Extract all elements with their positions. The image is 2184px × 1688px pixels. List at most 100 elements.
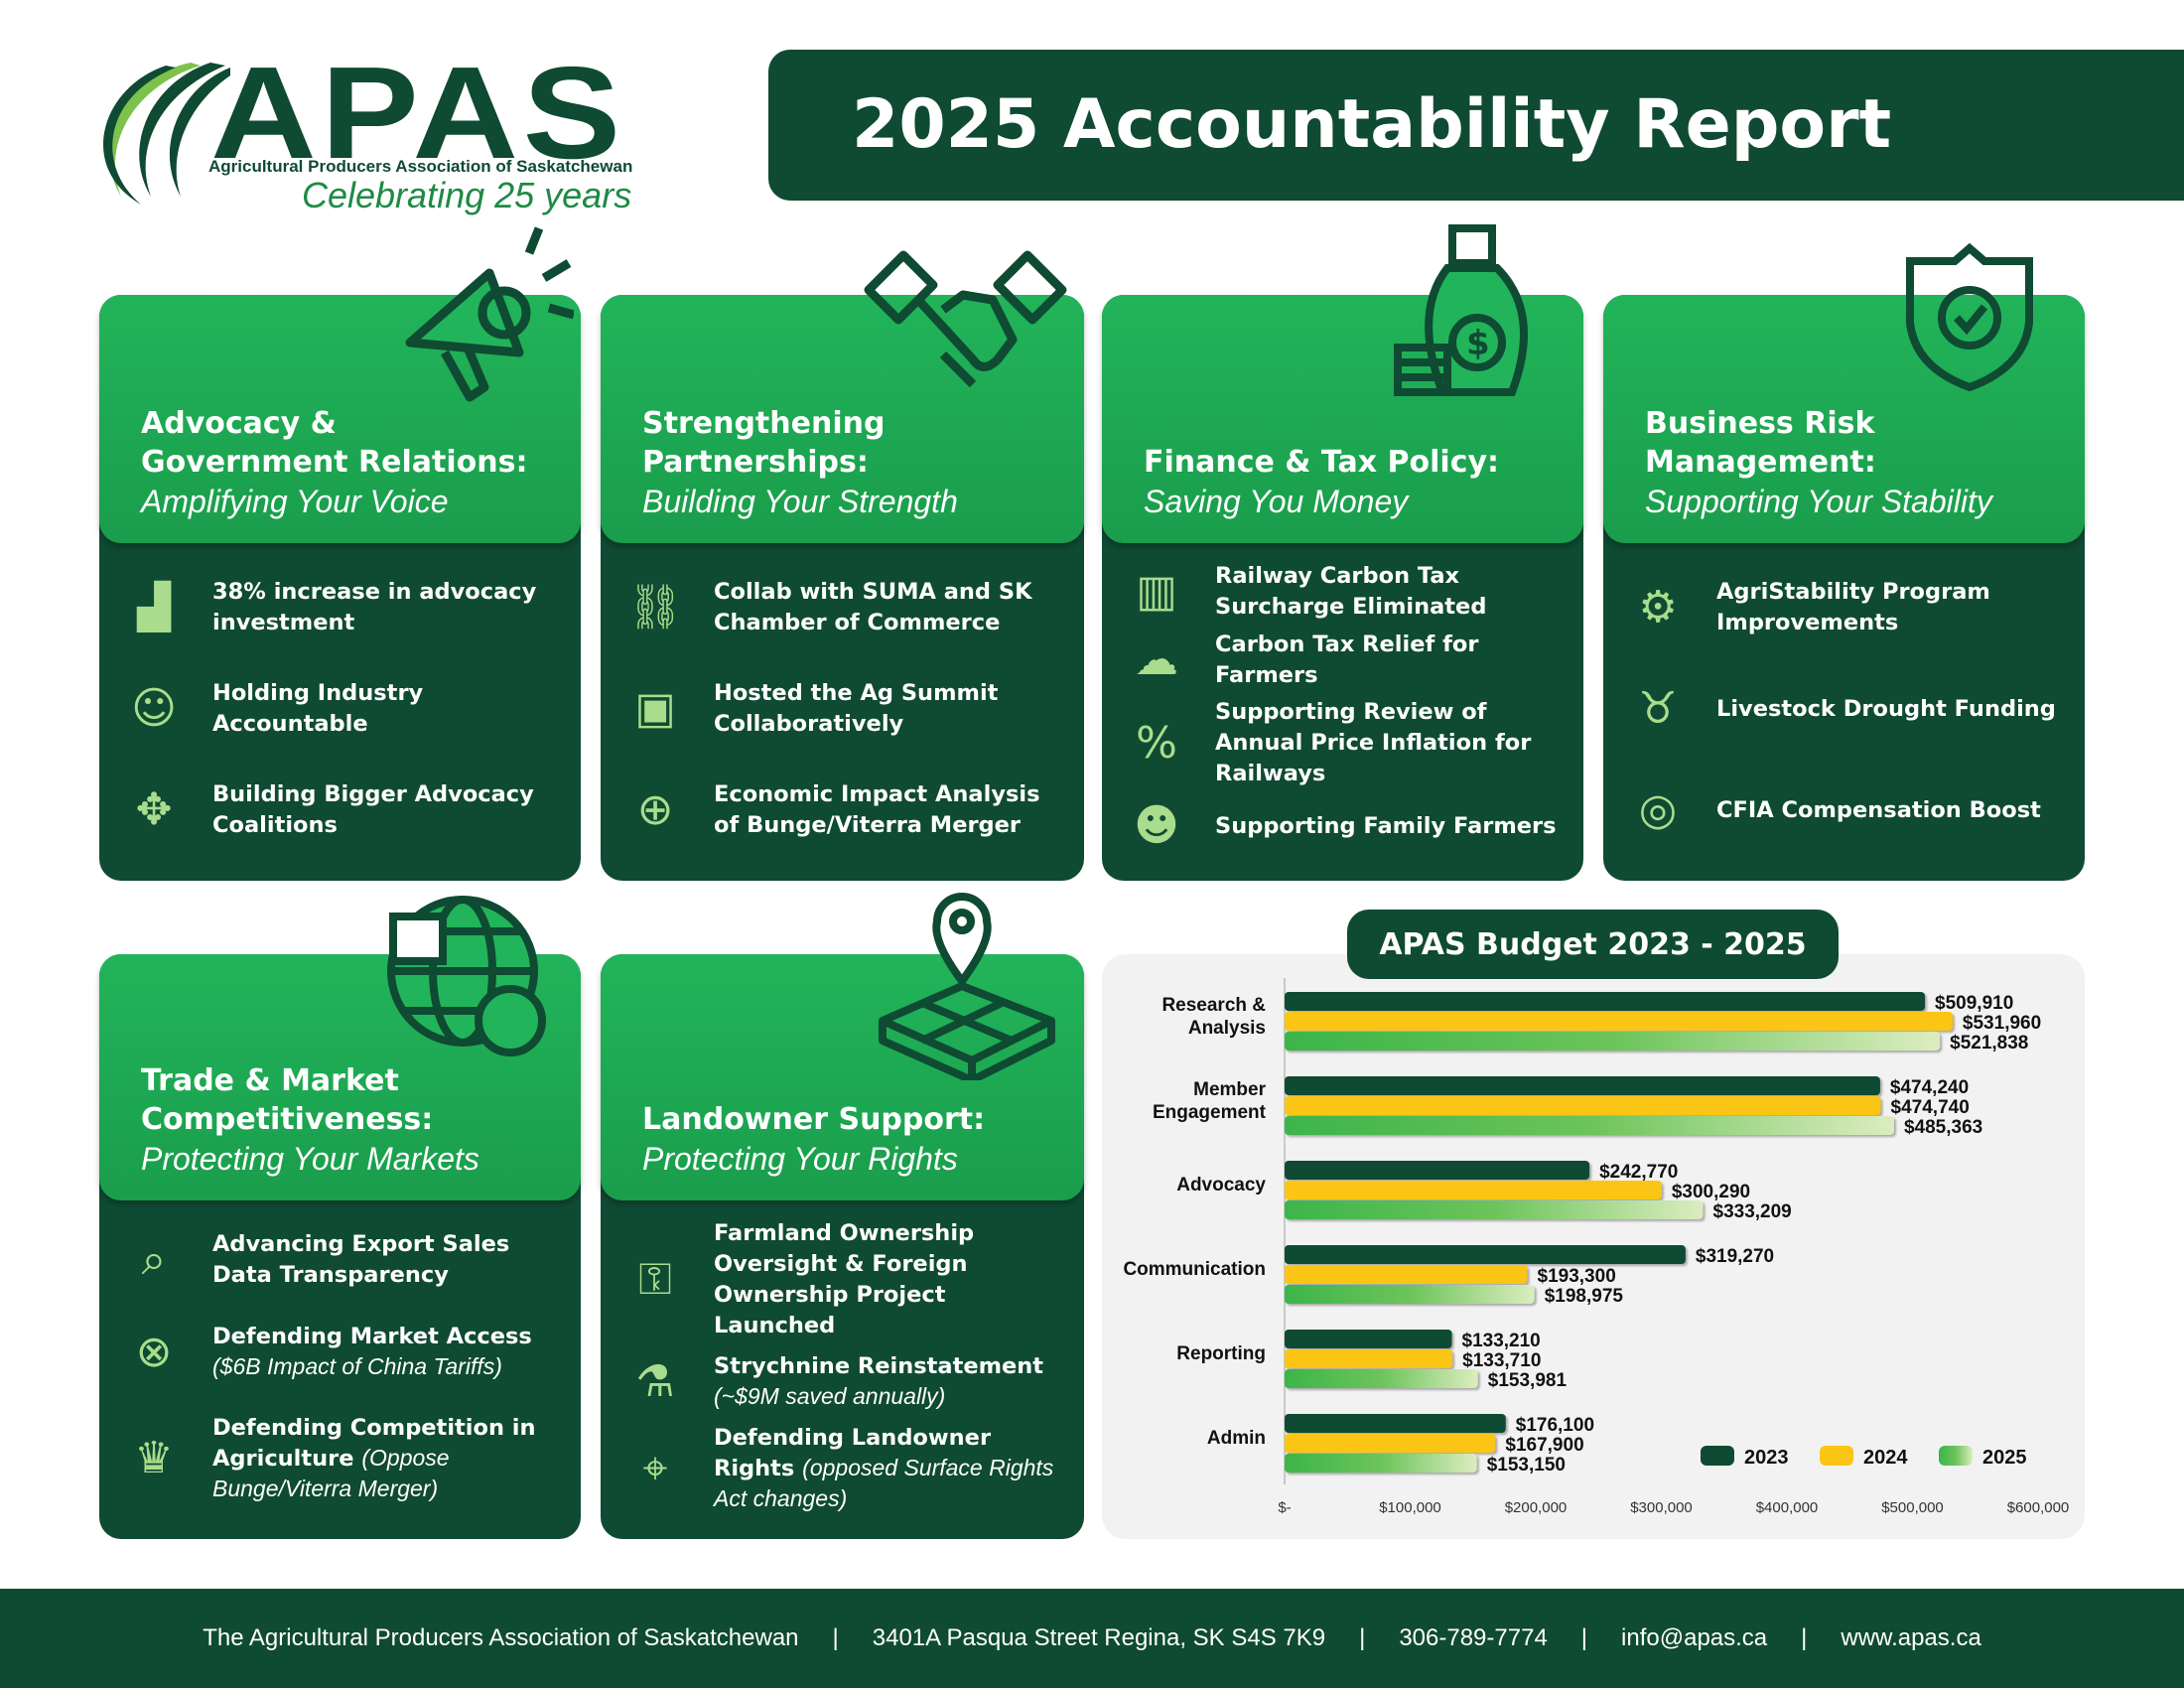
footer-separator: | [1580,1624,1588,1651]
item-label: Holding Industry Accountable [212,680,424,737]
list-item: ⊕ Economic Impact Analysis of Bunge/Vite… [618,778,1070,842]
budget-chart-panel [1102,954,2085,1539]
svg-text:$: $ [1466,324,1490,363]
item-label: Supporting Review of Annual Price Inflat… [1215,699,1532,787]
item-text: CFIA Compensation Boost [1716,795,2041,826]
money-bag-icon: $ [1394,224,1528,396]
card-subtitle: Protecting Your Rights [642,1141,958,1177]
card-subtitle: Saving You Money [1144,484,1409,519]
gear-arrows-icon: ⚙ [1638,582,1678,633]
key-hand-icon: ⚿ [638,1254,672,1306]
item-text: Economic Impact Analysis of Bunge/Viterr… [714,779,1070,841]
item-text: AgriStability Program Improvements [1716,577,2071,638]
chart-title: APAS Budget 2023 - 2025 [1347,910,1839,979]
footer-item[interactable]: info@apas.ca [1621,1624,1768,1651]
competition-trophy-icon: ♛ [134,1433,174,1484]
co2-cloud-icon: ☁ [1135,633,1178,685]
item-label: Livestock Drought Funding [1716,695,2056,722]
item-text: Supporting Review of Annual Price Inflat… [1215,697,1570,789]
cow-icon: ♉ [1638,683,1678,734]
item-label: Defending Competition in Agriculture [212,1414,536,1472]
item-text: Railway Carbon Tax Surcharge Eliminated [1215,561,1570,623]
footer: The Agricultural Producers Association o… [0,1589,2184,1688]
list-item: ⚿ Farmland Ownership Oversight & Foreign… [618,1218,1070,1341]
data-magnifier-icon: ⌕ [141,1234,167,1286]
link-icon: ⛓ [627,582,683,633]
card-landowner: Landowner Support: Protecting Your Right… [601,954,1084,1539]
card-subtitle: Protecting Your Markets [141,1141,479,1177]
item-note: (Oppose Bunge/Viterra Merger) [212,1444,450,1501]
list-item: % Supporting Review of Annual Price Infl… [1120,697,1570,789]
item-label: Hosted the Ag Summit Collaboratively [714,680,999,737]
list-item: ☺ Holding Industry Accountable [117,677,567,741]
card-items: ▟ 38% increase in advocacy investment ☺ H… [99,543,581,881]
item-label: Advancing Export Sales Data Transparency [212,1231,510,1289]
item-text: Livestock Drought Funding [1716,694,2056,725]
card-trade: Trade & Market Competitiveness: Protecti… [99,954,581,1539]
list-item: ♉ Livestock Drought Funding [1621,677,2071,741]
card-business-risk: Business Risk Management: Supporting You… [1603,295,2085,881]
item-text: Strychnine Reinstatement (~$9M saved ann… [714,1351,1070,1413]
logo-wordmark: APAS [210,40,625,186]
card-partnerships: Strengthening Partnerships: Building You… [601,295,1084,881]
list-item: ⚗ Strychnine Reinstatement (~$9M saved a… [618,1350,1070,1414]
card-items: ⚙ AgriStability Program Improvements ♉ Li… [1603,543,2085,881]
growth-chart-icon: ▟ [137,582,171,633]
card-header: Business Risk Management: Supporting You… [1603,295,2085,543]
item-label: Defending Landowner Rights [714,1424,992,1481]
list-item: ✥ Building Bigger Advocacy Coalitions [117,778,567,842]
item-note: (~$9M saved annually) [714,1382,946,1409]
card-header: Advocacy & Government Relations: Amplify… [99,295,581,543]
item-text: Farmland Ownership Oversight & Foreign O… [714,1218,1070,1341]
family-icon: ☻ [1134,800,1179,852]
card-title: Trade & Market Competitiveness: [141,1063,434,1137]
coalition-hands-icon: ✥ [135,784,173,835]
item-label: Supporting Family Farmers [1215,812,1557,839]
card-advocacy: Advocacy & Government Relations: Amplify… [99,295,581,881]
item-text: 38% increase in advocacy investment [212,577,567,638]
card-title: Finance & Tax Policy: [1144,445,1500,480]
item-label: Collab with SUMA and SK Chamber of Comme… [714,579,1032,635]
item-label: 38% increase in advocacy investment [212,579,537,635]
list-item: ☻ Supporting Family Farmers [1120,794,1570,858]
card-items: ⚿ Farmland Ownership Oversight & Foreign… [601,1200,1084,1539]
people-check-icon: ☺ [131,683,177,734]
list-item: ▟ 38% increase in advocacy investment [117,576,567,639]
list-item: ◎ CFIA Compensation Boost [1621,778,2071,842]
card-items: ▥ Railway Carbon Tax Surcharge Eliminate… [1102,543,1583,881]
globe-lock-icon: ⊗ [135,1326,173,1377]
card-title: Landowner Support: [642,1102,986,1137]
map-pin-icon: ⌖ [642,1443,668,1494]
item-label: CFIA Compensation Boost [1716,796,2041,823]
item-text: Hosted the Ag Summit Collaboratively [714,678,1070,740]
footer-item[interactable]: www.apas.ca [1841,1624,1981,1651]
globe-dollar-icon: ⊕ [636,784,674,835]
list-item: ⊗ Defending Market Access ($6B Impact of… [117,1321,567,1384]
footer-item: The Agricultural Producers Association o… [203,1624,799,1651]
item-label: Farmland Ownership Oversight & Foreign O… [714,1220,975,1339]
card-title: Business Risk Management: [1645,406,1876,480]
item-text: Defending Market Access ($6B Impact of C… [212,1322,567,1383]
inflation-percent-icon: % [1136,717,1177,769]
title-banner: 2025 Accountability Report [768,50,2184,201]
item-label: Railway Carbon Tax Surcharge Eliminated [1215,562,1487,620]
food-safety-icon: ◎ [1638,784,1678,835]
megaphone-icon [405,226,574,402]
item-label: Building Bigger Advocacy Coalitions [212,781,534,838]
list-item: ♛ Defending Competition in Agriculture (… [117,1413,567,1505]
sprayer-icon: ⚗ [635,1355,675,1407]
item-label: Economic Impact Analysis of Bunge/Viterr… [714,781,1040,838]
card-subtitle: Building Your Strength [642,484,958,519]
logo-swoosh-icon [102,63,230,205]
card-header: Landowner Support: Protecting Your Right… [601,954,1084,1200]
map-pin-grid-icon [879,893,1055,1080]
footer-separator: | [1801,1624,1808,1651]
item-label: AgriStability Program Improvements [1716,579,1990,635]
shield-check-icon [1906,243,2033,392]
list-item: ▥ Railway Carbon Tax Surcharge Eliminate… [1120,560,1570,624]
card-subtitle: Amplifying Your Voice [141,484,449,519]
list-item: ⌕ Advancing Export Sales Data Transparen… [117,1228,567,1292]
list-item: ☁ Carbon Tax Relief for Farmers [1120,629,1570,692]
logo-subtitle: Agricultural Producers Association of Sa… [208,157,633,176]
list-item: ⛓ Collab with SUMA and SK Chamber of Com… [618,576,1070,639]
